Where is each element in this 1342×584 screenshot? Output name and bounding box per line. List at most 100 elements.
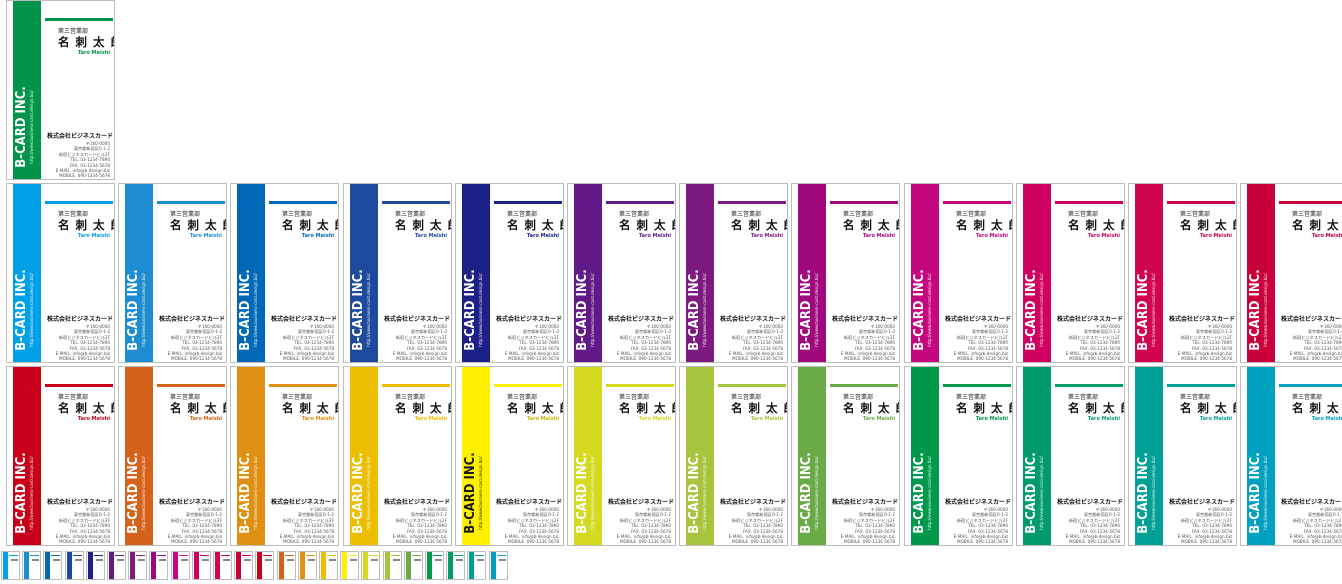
contact-block: 〒160-0000 東京都新宿区0-1-2 新宿ビジネスカードビル2F TEL. 03… <box>56 324 110 362</box>
card-accent-rule <box>1055 384 1123 387</box>
card-color-band <box>1135 184 1163 362</box>
contact-line: E-MAIL. info@b-design.biz <box>1289 534 1342 540</box>
thumbnail-band <box>405 552 411 579</box>
card-accent-rule <box>494 384 562 387</box>
contact-line: 東京都新宿区0-1-2 <box>971 512 1008 518</box>
brand-url: http://www.business-card.design.biz/ <box>1263 456 1268 530</box>
thumbnail-rule <box>93 555 103 556</box>
thumbnail-rule <box>51 555 61 556</box>
person-romaji: Taro Meishi <box>1311 233 1342 239</box>
brand-logo: B-CARD INC. http://www.business-card.desi… <box>1024 260 1049 360</box>
brand-name: B-CARD INC. <box>14 452 29 534</box>
card-accent-rule <box>269 201 337 204</box>
thumbnail-text-mark <box>413 559 421 561</box>
brand-url: http://www.business-card.design.biz/ <box>478 273 483 347</box>
thumbnail-text-mark <box>329 559 336 561</box>
brand-logo: B-CARD INC. http://www.business-card.desi… <box>126 443 151 543</box>
contact-line: MOBILE. 090-1234-5678 <box>396 356 447 362</box>
business-card: B-CARD INC. http://www.business-card.desi… <box>6 366 115 546</box>
contact-line: 〒160-0000 <box>422 507 447 512</box>
brand-url: http://www.business-card.design.biz/ <box>1039 273 1044 347</box>
contact-line: 東京都新宿区0-1-2 <box>746 329 783 335</box>
contact-line: 〒160-0000 <box>1095 507 1120 512</box>
contact-line: TEL. 03-1234-7890 <box>631 523 671 529</box>
thumbnail-text-mark <box>392 559 400 561</box>
card-accent-rule <box>45 18 113 21</box>
contact-line: TEL. 03-1234-7890 <box>968 340 1008 346</box>
contact-line: FAX. 03-1234-5678 <box>1191 528 1232 534</box>
contact-line: FAX. 03-1234-5678 <box>69 345 110 351</box>
contact-line: 東京都新宿区0-1-2 <box>73 146 110 152</box>
business-card: B-CARD INC. http://www.business-card.desi… <box>1016 366 1125 546</box>
card-color-band <box>350 367 378 545</box>
contact-line: 東京都新宿区0-1-2 <box>410 512 447 518</box>
company-name: 株式会社ビジネスカード <box>47 499 114 506</box>
person-name: 名 刺 太 郎 <box>619 218 675 232</box>
thumbnail-rule <box>115 555 124 556</box>
contact-line: 〒160-0000 <box>85 324 110 329</box>
business-card: B-CARD INC. http://www.business-card.desi… <box>1128 366 1237 546</box>
contact-line: MOBILE. 090-1234-5678 <box>844 539 895 545</box>
contact-line: E-MAIL. info@b-design.biz <box>279 534 334 540</box>
card-color-band <box>686 184 714 362</box>
department-label: 第三営業部 <box>58 211 89 218</box>
thumbnail-band <box>321 552 326 579</box>
contact-line: 〒160-0000 <box>646 507 671 512</box>
contact-line: FAX. 03-1234-5678 <box>69 162 110 168</box>
brand-name: B-CARD INC. <box>14 86 29 168</box>
contact-block: 〒160-0000 東京都新宿区0-1-2 新宿ビジネスカードビル2F TEL. 03… <box>56 141 110 179</box>
contact-line: TEL. 03-1234-7890 <box>519 523 559 529</box>
contact-line: 新宿ビジネスカードビル2F <box>619 517 671 523</box>
thumbnail-rule <box>390 555 400 556</box>
person-romaji: Taro Meishi <box>414 416 447 422</box>
contact-block: 〒160-0000 東京都新宿区0-1-2 新宿ビジネスカードビル2F TEL. 03… <box>168 507 222 545</box>
card-thumbnail <box>467 551 487 580</box>
contact-block: 〒160-0000 東京都新宿区0-1-2 新宿ビジネスカードビル2F TEL. 03… <box>1066 507 1120 545</box>
contact-block: 〒160-0000 東京都新宿区0-1-2 新宿ビジネスカードビル2F TEL. 03… <box>393 324 447 362</box>
brand-name: B-CARD INC. <box>912 269 927 351</box>
thumbnail-text-mark <box>371 559 379 561</box>
contact-line: TEL. 03-1234-7890 <box>70 157 110 163</box>
contact-line: 東京都新宿区0-1-2 <box>858 512 895 518</box>
contact-line: TEL. 03-1234-7890 <box>1080 523 1120 529</box>
card-thumbnail <box>234 551 254 580</box>
contact-block: 〒160-0000 東京都新宿区0-1-2 新宿ビジネスカードビル2F TEL. 03… <box>393 507 447 545</box>
brand-url: http://www.business-card.design.biz/ <box>29 273 34 347</box>
card-color-band <box>462 367 490 545</box>
company-name: 株式会社ビジネスカード <box>608 499 675 506</box>
person-romaji: Taro Meishi <box>189 416 222 422</box>
contact-line: 〒160-0000 <box>983 324 1008 329</box>
card-thumbnail <box>170 551 190 580</box>
contact-line: E-MAIL. info@b-design.biz <box>953 534 1008 540</box>
person-romaji: Taro Meishi <box>1311 416 1342 422</box>
contact-line: MOBILE. 090-1234-5678 <box>957 539 1008 545</box>
contact-line: FAX. 03-1234-5678 <box>1303 528 1342 534</box>
person-romaji: Taro Meishi <box>77 416 110 422</box>
contact-line: TEL. 03-1234-7890 <box>294 523 334 529</box>
person-romaji: Taro Meishi <box>975 416 1008 422</box>
department-label: 第三営業部 <box>282 394 313 401</box>
brand-name: B-CARD INC. <box>126 269 141 351</box>
business-card: B-CARD INC. http://www.business-card.desi… <box>6 183 115 363</box>
thumbnail-text-mark <box>74 559 82 561</box>
card-accent-rule <box>1279 201 1342 204</box>
person-romaji: Taro Meishi <box>862 233 895 239</box>
card-accent-rule <box>943 201 1011 204</box>
person-romaji: Taro Meishi <box>77 233 110 239</box>
card-color-band <box>911 367 939 545</box>
brand-logo: B-CARD INC. http://www.business-card.desi… <box>351 260 376 360</box>
department-label: 第三営業部 <box>956 211 987 218</box>
thumbnail-band <box>130 552 136 579</box>
contact-line: FAX. 03-1234-5678 <box>742 528 783 534</box>
contact-line: FAX. 03-1234-5678 <box>630 528 671 534</box>
company-name: 株式会社ビジネスカード <box>1169 499 1236 506</box>
contact-line: 新宿ビジネスカードビル2F <box>395 334 447 340</box>
brand-url: http://www.business-card.design.biz/ <box>141 273 146 347</box>
card-thumbnail <box>85 551 105 580</box>
brand-logo: B-CARD INC. http://www.business-card.desi… <box>238 260 263 360</box>
person-name: 名 刺 太 郎 <box>1292 401 1342 415</box>
thumbnail-text-mark <box>138 559 146 561</box>
contact-line: 東京都新宿区0-1-2 <box>971 329 1008 335</box>
brand-name: B-CARD INC. <box>463 269 478 351</box>
thumbnail-band <box>109 552 114 579</box>
